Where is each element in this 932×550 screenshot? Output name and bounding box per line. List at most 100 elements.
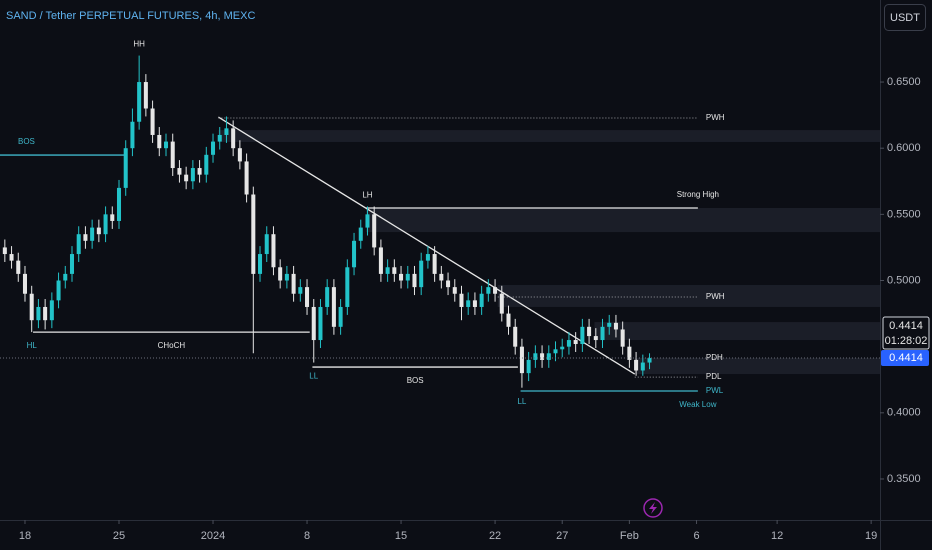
candle-body [345, 267, 350, 307]
candle-body [16, 260, 21, 274]
candle-body [385, 267, 390, 274]
annotation-line [218, 116, 636, 375]
candle-body [76, 234, 81, 255]
candle-body [22, 273, 27, 294]
candle-body [553, 349, 558, 354]
candle-body [231, 128, 236, 149]
candle-body [63, 273, 68, 281]
x-tick-label: 27 [556, 530, 568, 542]
price-box-value: 0.4414 [889, 320, 923, 332]
x-tick-label: 6 [693, 530, 699, 542]
annotation-label: Weak Low [679, 400, 716, 409]
x-tick-label: 25 [113, 530, 125, 542]
candle-body [331, 287, 336, 327]
candle-body [271, 234, 276, 268]
candle-body [258, 254, 263, 274]
x-tick-label: 12 [771, 530, 783, 542]
candle-body [90, 227, 95, 241]
candle-body [143, 82, 148, 109]
candle-body [587, 326, 592, 337]
candle-body [459, 293, 464, 307]
candle-body [291, 273, 296, 294]
candle-body [56, 280, 61, 301]
candle-body [392, 267, 397, 274]
candle-body [123, 148, 128, 188]
candle-body [540, 353, 545, 360]
swing-label: LH [362, 191, 372, 200]
candle-body [419, 260, 424, 288]
candle-body [103, 214, 108, 235]
annotation-label: BOS [407, 376, 424, 385]
candle-body [36, 306, 41, 321]
candle-body [184, 174, 189, 182]
candle-body [137, 82, 142, 122]
candle-body [425, 254, 430, 261]
candle-body [338, 306, 343, 327]
candle-body [432, 254, 437, 274]
candle-body [278, 267, 283, 281]
currency-label[interactable]: USDT [890, 12, 920, 24]
candle-body [352, 240, 357, 268]
x-tick-label: 2024 [201, 530, 225, 542]
annotation-label: CHoCH [158, 341, 186, 350]
candle-body [177, 168, 182, 175]
candle-body [298, 287, 303, 294]
candle-body [170, 141, 175, 169]
candle-body [634, 359, 639, 371]
candle-body [204, 154, 209, 175]
candle-body [405, 273, 410, 281]
x-tick-label: 15 [395, 530, 407, 542]
candle-body [264, 234, 269, 255]
candle-body [493, 287, 498, 294]
x-tick-label: 18 [19, 530, 31, 542]
candle-body [190, 168, 195, 182]
y-tick-label: 0.3500 [887, 473, 921, 485]
y-tick-label: 0.6000 [887, 142, 921, 154]
candle-body [573, 340, 578, 345]
candle-body [506, 313, 511, 327]
candle-body [526, 359, 531, 374]
candle-body [110, 214, 115, 221]
last-price-label: 0.4414 [889, 352, 923, 364]
alert-bolt [649, 502, 657, 514]
candle-body [412, 273, 417, 288]
candle-body [613, 322, 618, 330]
price-box [882, 316, 930, 350]
candle-body [466, 300, 471, 307]
candle-body [446, 280, 451, 288]
currency-button[interactable] [884, 4, 926, 31]
candle-body [513, 326, 518, 347]
annotation-label: BOS [18, 137, 35, 146]
annotation-label: PWH [706, 113, 725, 122]
candle-body [163, 141, 169, 149]
zone [634, 358, 880, 375]
candle-body [647, 358, 652, 363]
candle-body [83, 234, 88, 241]
candle-body [479, 293, 484, 307]
annotation-label: PDL [706, 372, 722, 381]
candle-body [96, 227, 101, 235]
candle-body [593, 336, 598, 341]
candle-body [486, 287, 491, 294]
candle-body [580, 326, 585, 345]
annotation-label: PWH [706, 292, 725, 301]
x-tick-label: 8 [304, 530, 310, 542]
candle-body [251, 194, 256, 274]
swing-label: LL [309, 372, 318, 381]
y-tick-label: 0.5500 [887, 208, 921, 220]
zone [366, 208, 881, 233]
candle-body [49, 300, 54, 321]
candle-body [284, 273, 289, 281]
candle-body [211, 141, 216, 155]
candle-body [130, 121, 135, 149]
zone [497, 285, 880, 307]
alert-icon[interactable] [643, 498, 663, 518]
candle-body [607, 322, 612, 327]
candle-body [546, 353, 551, 360]
x-tick-label: 22 [489, 530, 501, 542]
zone [218, 130, 880, 142]
candle-body [116, 187, 122, 221]
candle-body [217, 134, 222, 142]
candle-body [9, 254, 14, 261]
